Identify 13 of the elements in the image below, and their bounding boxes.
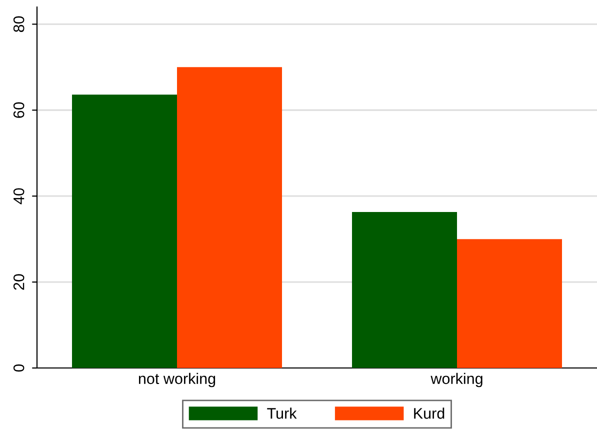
y-tick-label: 40 xyxy=(13,188,24,204)
bar xyxy=(352,212,457,368)
y-tick-label: 80 xyxy=(13,16,24,32)
legend-label: Kurd xyxy=(414,408,444,419)
x-tick-label: working xyxy=(430,372,482,388)
bar xyxy=(72,94,177,368)
x-tick-label: not working xyxy=(138,372,216,388)
y-tick-label: 60 xyxy=(13,102,24,118)
y-tick-label: 0 xyxy=(13,364,24,372)
y-tick-label: 20 xyxy=(13,274,24,290)
bar xyxy=(177,67,282,368)
legend-label: Turk xyxy=(267,408,297,419)
bar xyxy=(457,239,562,368)
